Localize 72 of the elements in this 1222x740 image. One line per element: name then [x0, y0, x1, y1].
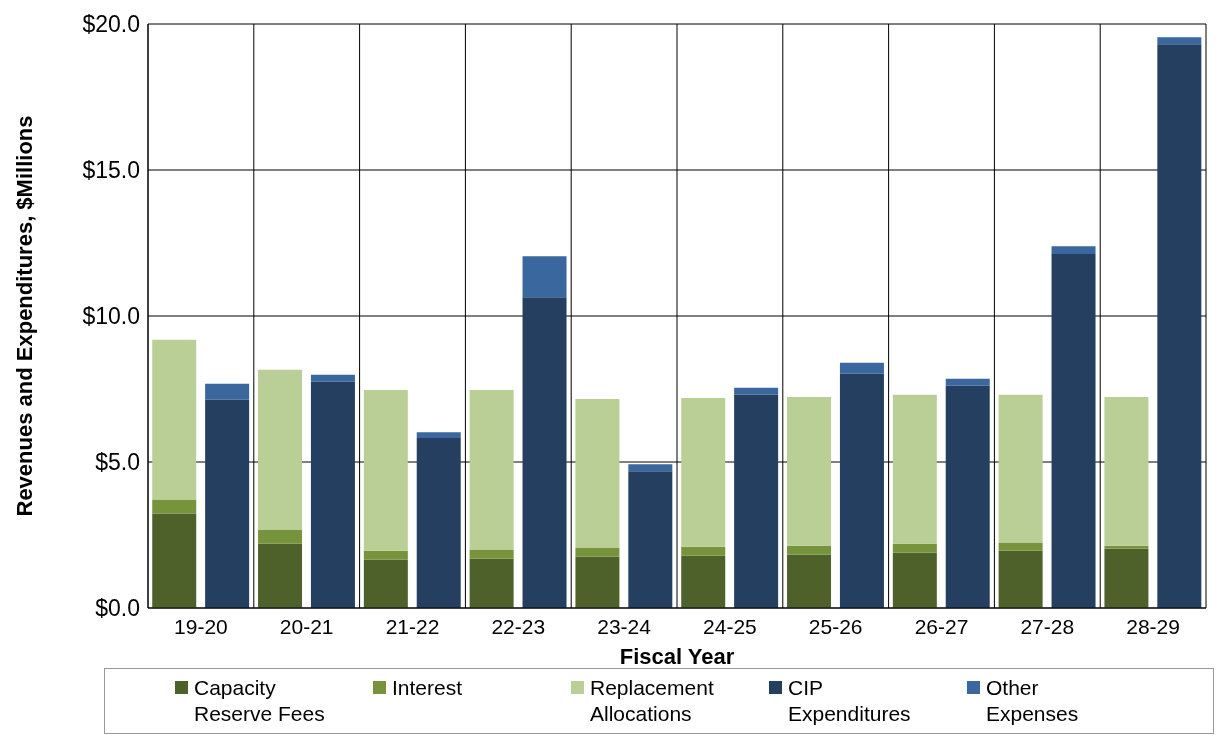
x-tick-label: 19-20 [174, 615, 228, 638]
x-tick-label: 25-26 [808, 615, 863, 638]
bar [998, 550, 1043, 608]
bar [945, 385, 990, 608]
bar [681, 546, 726, 556]
bar [522, 256, 567, 298]
x-tick-label: 23-24 [597, 615, 652, 638]
bar [628, 471, 673, 608]
y-tick-label: $0.0 [95, 595, 140, 622]
x-tick-label: 20-21 [279, 615, 334, 638]
bar [522, 297, 567, 608]
bar [787, 396, 832, 546]
bar [998, 394, 1043, 543]
bar [787, 554, 832, 608]
legend-label: Replacement Allocations [590, 675, 715, 727]
bar [469, 558, 514, 608]
y-tick-label: $15.0 [82, 157, 140, 184]
bar [152, 339, 197, 500]
bar [1051, 254, 1096, 608]
bar [628, 464, 673, 472]
x-tick-label: 26-27 [914, 615, 969, 638]
bar [363, 389, 408, 551]
bar [734, 387, 779, 395]
y-tick-label: $10.0 [82, 303, 140, 330]
x-axis-title: Fiscal Year [619, 644, 735, 669]
bar [1051, 246, 1096, 255]
bar [1104, 548, 1149, 608]
bar [1104, 545, 1149, 549]
y-tick-label: $20.0 [82, 11, 140, 38]
bar [416, 432, 461, 439]
bar [1157, 44, 1202, 608]
legend-label: CIP Expenditures [788, 675, 912, 727]
bar [945, 378, 990, 386]
bar [205, 383, 250, 400]
bar [258, 529, 303, 544]
bar [363, 559, 408, 608]
y-tick-label: $5.0 [95, 449, 140, 476]
bar [681, 555, 726, 608]
x-tick-label: 27-28 [1020, 615, 1075, 638]
legend-label: Capacity Reserve Fees [194, 675, 326, 727]
bar [839, 373, 884, 608]
bar [892, 394, 937, 544]
bar [998, 542, 1043, 551]
bar [839, 362, 884, 374]
bar [681, 398, 726, 547]
bar [310, 381, 355, 608]
bar [258, 543, 303, 608]
bar [310, 374, 355, 382]
bar [1157, 37, 1202, 45]
x-tick-label: 22-23 [491, 615, 546, 638]
bar [787, 545, 832, 555]
bar [152, 513, 197, 608]
bar [469, 389, 514, 550]
bar [469, 549, 514, 559]
bar [575, 398, 620, 548]
bar [575, 556, 620, 608]
bar [734, 394, 779, 608]
x-tick-label: 24-25 [703, 615, 757, 638]
bar [152, 499, 197, 514]
bar [892, 552, 937, 608]
legend-label: Interest [392, 675, 464, 701]
bar [258, 369, 303, 530]
bar [416, 438, 461, 608]
legend-label: Other Expenses [986, 675, 1080, 727]
y-axis-title: Revenues and Expenditures, $Millions [11, 115, 37, 517]
x-tick-label: 28-29 [1126, 615, 1180, 638]
bar [363, 550, 408, 560]
x-tick-label: 21-22 [385, 615, 440, 638]
bar [575, 547, 620, 557]
bar [1104, 396, 1149, 546]
bar [892, 543, 937, 553]
bar [205, 399, 250, 608]
